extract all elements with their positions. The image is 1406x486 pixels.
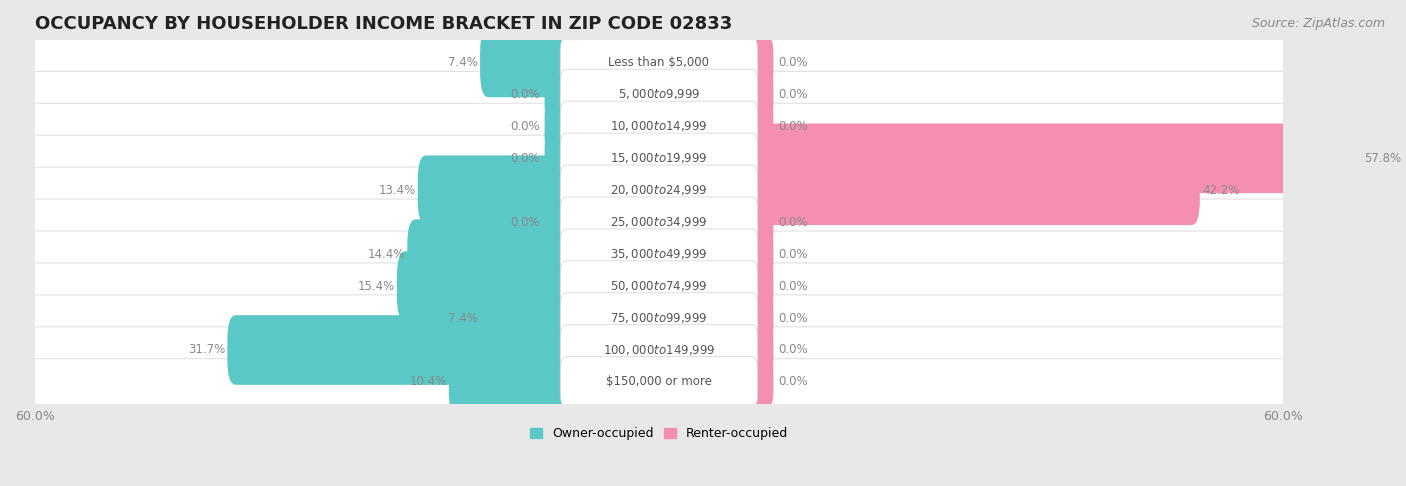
Text: 7.4%: 7.4% [449,312,478,325]
FancyBboxPatch shape [748,37,773,87]
Text: 0.0%: 0.0% [779,216,808,229]
FancyBboxPatch shape [32,39,1286,86]
FancyBboxPatch shape [560,357,758,407]
FancyBboxPatch shape [748,261,773,312]
Text: 31.7%: 31.7% [188,344,225,357]
Text: 0.0%: 0.0% [779,248,808,260]
Text: $15,000 to $19,999: $15,000 to $19,999 [610,151,707,165]
FancyBboxPatch shape [744,123,1362,193]
FancyBboxPatch shape [560,261,758,312]
Text: 15.4%: 15.4% [357,279,395,293]
Text: $50,000 to $74,999: $50,000 to $74,999 [610,279,707,293]
Text: 0.0%: 0.0% [779,88,808,101]
FancyBboxPatch shape [32,167,1286,213]
Text: 0.0%: 0.0% [779,344,808,357]
FancyBboxPatch shape [32,103,1286,150]
FancyBboxPatch shape [32,135,1286,181]
Text: 0.0%: 0.0% [510,120,540,133]
FancyBboxPatch shape [748,101,773,152]
Text: Source: ZipAtlas.com: Source: ZipAtlas.com [1251,17,1385,30]
Text: Less than $5,000: Less than $5,000 [609,56,710,69]
Text: 57.8%: 57.8% [1364,152,1402,165]
FancyBboxPatch shape [544,101,571,152]
Text: $100,000 to $149,999: $100,000 to $149,999 [603,343,716,357]
FancyBboxPatch shape [32,71,1286,118]
FancyBboxPatch shape [560,165,758,215]
Text: 7.4%: 7.4% [449,56,478,69]
Text: $10,000 to $14,999: $10,000 to $14,999 [610,120,707,133]
FancyBboxPatch shape [748,325,773,375]
FancyBboxPatch shape [32,199,1286,245]
FancyBboxPatch shape [744,156,1199,225]
FancyBboxPatch shape [560,325,758,375]
Text: 13.4%: 13.4% [378,184,416,197]
Legend: Owner-occupied, Renter-occupied: Owner-occupied, Renter-occupied [524,422,793,445]
Text: 42.2%: 42.2% [1202,184,1239,197]
FancyBboxPatch shape [560,293,758,343]
FancyBboxPatch shape [32,263,1286,309]
FancyBboxPatch shape [32,231,1286,278]
FancyBboxPatch shape [418,156,574,225]
FancyBboxPatch shape [748,229,773,279]
Text: 14.4%: 14.4% [368,248,405,260]
FancyBboxPatch shape [560,197,758,247]
Text: OCCUPANCY BY HOUSEHOLDER INCOME BRACKET IN ZIP CODE 02833: OCCUPANCY BY HOUSEHOLDER INCOME BRACKET … [35,15,733,33]
Text: 0.0%: 0.0% [779,312,808,325]
FancyBboxPatch shape [479,28,574,97]
Text: 10.4%: 10.4% [409,376,447,388]
Text: $75,000 to $99,999: $75,000 to $99,999 [610,311,707,325]
Text: 0.0%: 0.0% [779,279,808,293]
FancyBboxPatch shape [396,251,574,321]
FancyBboxPatch shape [748,197,773,247]
FancyBboxPatch shape [32,295,1286,341]
FancyBboxPatch shape [560,69,758,120]
FancyBboxPatch shape [560,229,758,279]
FancyBboxPatch shape [560,133,758,184]
Text: 0.0%: 0.0% [779,56,808,69]
Text: $5,000 to $9,999: $5,000 to $9,999 [617,87,700,102]
FancyBboxPatch shape [449,347,574,417]
FancyBboxPatch shape [479,283,574,353]
Text: 0.0%: 0.0% [779,120,808,133]
Text: $20,000 to $24,999: $20,000 to $24,999 [610,183,707,197]
Text: $150,000 or more: $150,000 or more [606,376,711,388]
Text: $25,000 to $34,999: $25,000 to $34,999 [610,215,707,229]
FancyBboxPatch shape [544,197,571,247]
Text: 0.0%: 0.0% [779,376,808,388]
FancyBboxPatch shape [544,133,571,184]
FancyBboxPatch shape [408,219,574,289]
FancyBboxPatch shape [560,101,758,152]
FancyBboxPatch shape [32,359,1286,405]
FancyBboxPatch shape [228,315,574,385]
FancyBboxPatch shape [560,37,758,87]
FancyBboxPatch shape [748,69,773,120]
FancyBboxPatch shape [544,69,571,120]
Text: 0.0%: 0.0% [510,152,540,165]
Text: 0.0%: 0.0% [510,88,540,101]
FancyBboxPatch shape [748,293,773,343]
Text: 0.0%: 0.0% [510,216,540,229]
Text: $35,000 to $49,999: $35,000 to $49,999 [610,247,707,261]
FancyBboxPatch shape [32,327,1286,373]
FancyBboxPatch shape [748,357,773,407]
